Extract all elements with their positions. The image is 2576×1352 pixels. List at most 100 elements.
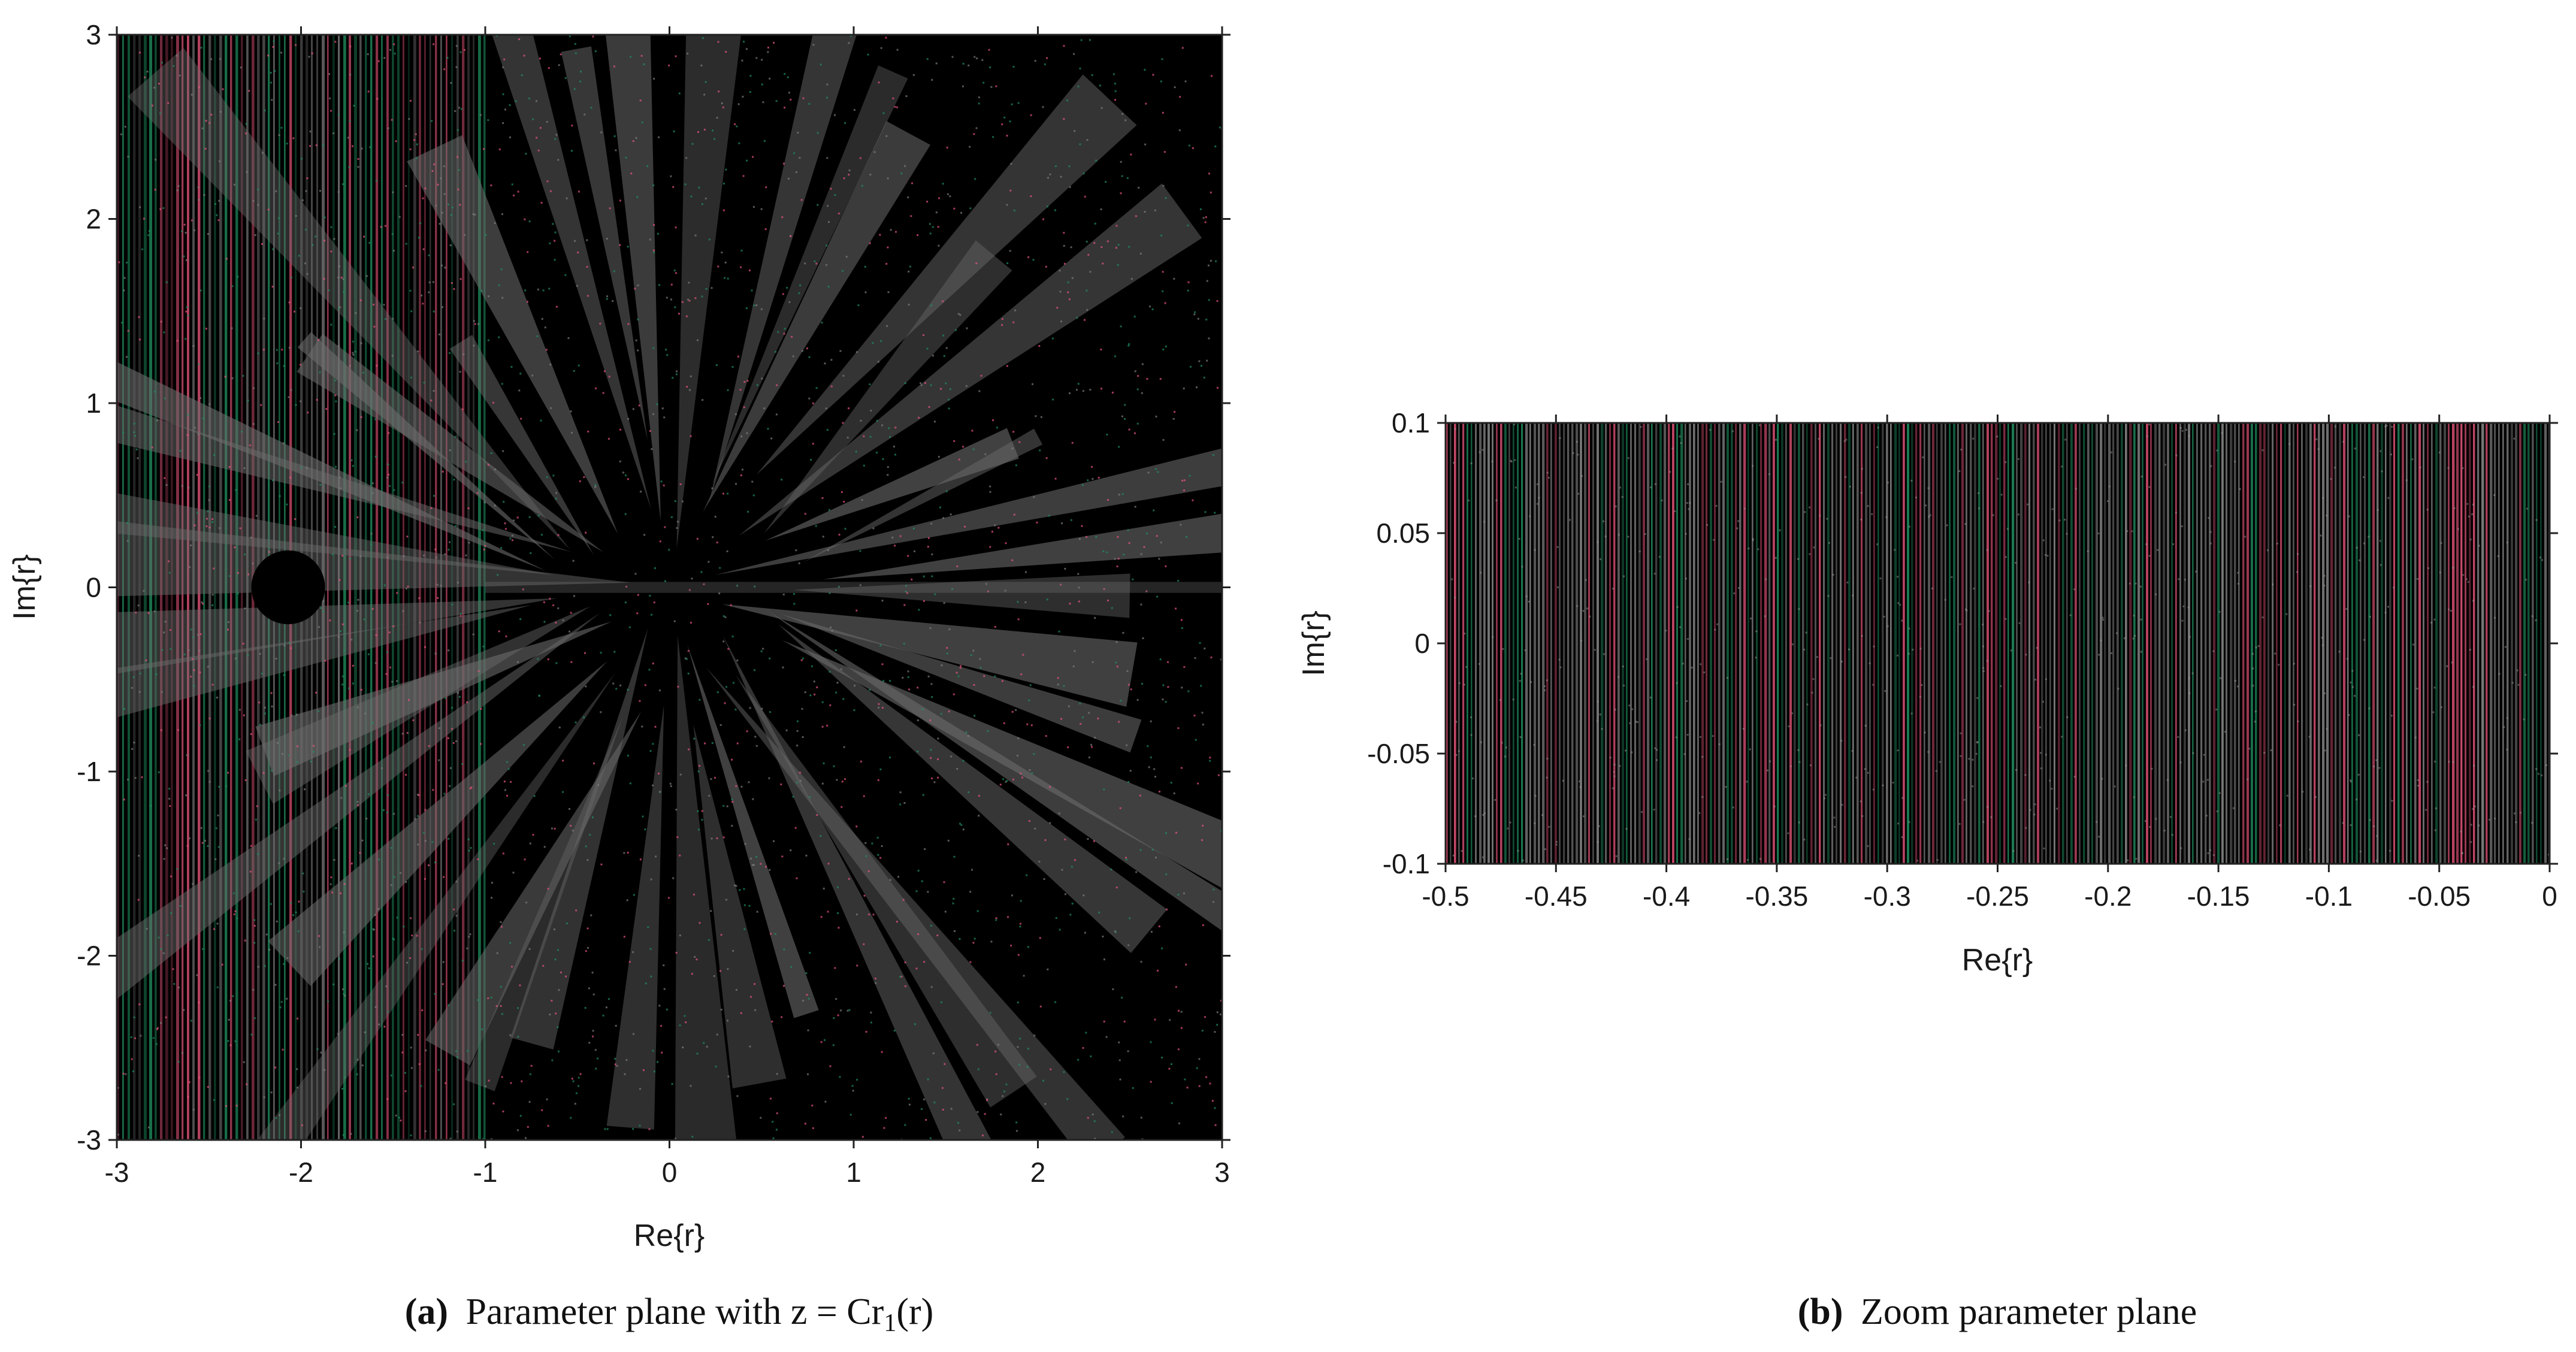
panel-a-speckle [827, 911, 829, 913]
panel-a-speckle [826, 724, 829, 727]
panel-a-speckle [274, 69, 276, 72]
panel-a-speckle [1074, 650, 1076, 652]
panel-b-speckle [1840, 660, 1843, 663]
panel-b-speckle [1507, 827, 1509, 830]
panel-a-speckle [569, 807, 571, 810]
panel-a-speckle [409, 957, 412, 960]
panel-a-speckle [500, 268, 503, 270]
panel-a-speckle [828, 509, 830, 511]
panel-b-speckle [2424, 809, 2427, 811]
panel-a-speckle [1214, 1031, 1216, 1033]
panel-a-speckle [840, 806, 843, 808]
panel-a-speckle [260, 404, 262, 406]
panel-b-speckle [1872, 683, 1874, 686]
panel-a-speckle [941, 664, 943, 667]
panel-b-stripe [2490, 423, 2493, 864]
panel-a-speckle [1214, 1107, 1216, 1109]
panel-a-speckle [442, 961, 445, 963]
panel-b-speckle [2433, 686, 2436, 689]
panel-a-speckle [1175, 607, 1177, 610]
panel-a-speckle [135, 612, 137, 614]
panel-a-speckle [594, 484, 597, 486]
panel-a-speckle [1105, 1036, 1108, 1038]
panel-b-speckle [2526, 507, 2528, 510]
panel-a-speckle [918, 609, 920, 611]
panel-a-speckle [228, 1018, 230, 1021]
panel-a-speckle [324, 660, 326, 662]
panel-a-speckle [1038, 860, 1041, 863]
panel-a-speckle [790, 849, 792, 852]
panel-a-speckle [1216, 1024, 1219, 1026]
panel-b-speckle [2511, 682, 2514, 684]
panel-a-speckle [1117, 536, 1119, 538]
panel-b-speckle [1580, 640, 1583, 642]
panel-a-speckle [834, 194, 836, 196]
panel-a-speckle [233, 913, 235, 915]
panel-b-speckle [2439, 571, 2441, 574]
panel-a-speckle [672, 877, 675, 879]
panel-a-speckle [208, 403, 211, 406]
panel-b-speckle [2334, 425, 2336, 428]
panel-b-stripe [2397, 423, 2400, 864]
panel-a-speckle [861, 1136, 864, 1138]
panel-a-speckle [1035, 415, 1037, 418]
panel-a-speckle [521, 74, 523, 76]
panel-a-speckle [183, 654, 186, 656]
panel-b-speckle [2175, 512, 2177, 514]
panel-a-speckle [645, 982, 647, 985]
panel-a-speckle [502, 1110, 504, 1112]
panel-a-stripe [446, 35, 448, 1140]
panel-a-speckle [410, 376, 413, 379]
panel-b-speckle [1556, 586, 1559, 588]
panel-a-speckle [612, 682, 615, 685]
panel-a-speckle [523, 55, 525, 57]
panel-a-speckle [349, 749, 351, 751]
panel-b-speckle [2208, 517, 2210, 519]
panel-b-speckle [2131, 530, 2133, 533]
panel-b-speckle [1544, 689, 1546, 691]
panel-a-speckle [711, 129, 713, 132]
panel-a-speckle [942, 300, 944, 303]
panel-a-speckle [328, 73, 331, 75]
panel-a-speckle [842, 270, 844, 272]
panel-a-speckle [335, 465, 337, 468]
panel-a-speckle [989, 546, 991, 548]
panel-a-speckle [1194, 311, 1196, 313]
panel-a-speckle [554, 958, 557, 961]
panel-a-speckle [139, 206, 141, 208]
panel-a-speckle [625, 156, 627, 159]
panel-a-speckle [469, 787, 471, 790]
panel-a-speckle [1066, 99, 1069, 102]
panel-a-speckle [456, 129, 459, 131]
panel-a-speckle [193, 524, 196, 527]
panel-a-speckle [632, 951, 634, 953]
panel-a-speckle [207, 666, 209, 668]
panel-b-speckle [1556, 546, 1559, 548]
panel-a-speckle [519, 373, 522, 375]
panel-a-speckle [391, 680, 394, 683]
panel-a-speckle [479, 743, 482, 745]
panel-a-speckle [141, 248, 144, 250]
panel-b-speckle [1674, 510, 1676, 512]
panel-a-speckle [643, 534, 646, 536]
panel-a-speckle [306, 467, 308, 469]
panel-a-speckle [885, 1117, 887, 1119]
panel-b-speckle [2384, 612, 2387, 614]
panel-a-speckle [1112, 73, 1115, 75]
panel-b-speckle [1912, 649, 1914, 651]
panel-a-speckle [323, 240, 326, 242]
panel-a-speckle [231, 377, 234, 379]
panel-b-speckle [1809, 764, 1812, 767]
panel-a-speckle [839, 350, 842, 352]
panel-a-speckle [739, 389, 742, 391]
panel-b-stripe [2276, 423, 2278, 864]
panel-a-speckle [519, 1115, 522, 1117]
panel-a-speckle [417, 1034, 419, 1036]
panel-b-speckle [2494, 817, 2496, 819]
panel-a-speckle [1047, 177, 1049, 179]
panel-a-y-tick-label: -2 [77, 940, 101, 972]
panel-a-speckle [159, 112, 162, 114]
panel-a-speckle [123, 277, 126, 279]
panel-b-speckle [2322, 497, 2324, 499]
panel-a-speckle [1183, 666, 1186, 669]
